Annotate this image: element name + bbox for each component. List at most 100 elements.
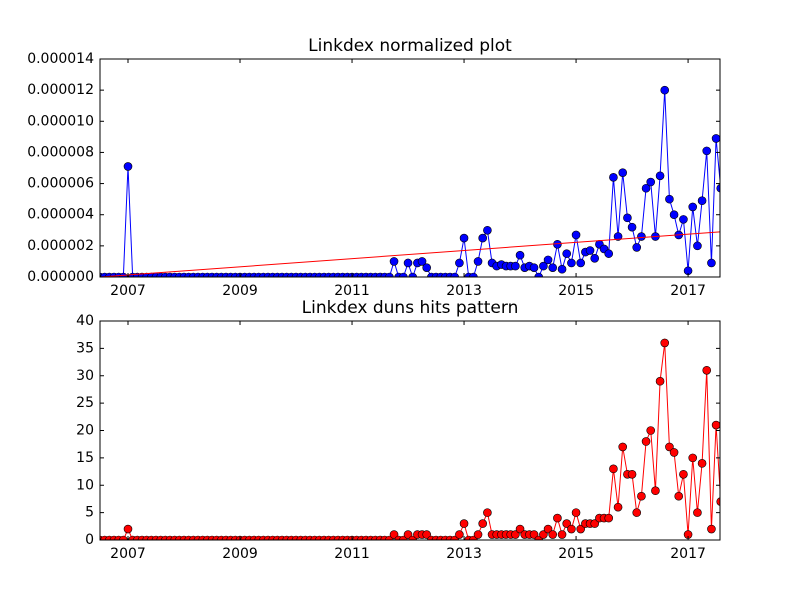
data-point: [455, 258, 464, 268]
x-tick-label: 2013: [446, 283, 482, 299]
y-tick-label: 0: [85, 532, 94, 548]
data-point: [590, 254, 600, 263]
data-point: [548, 263, 558, 272]
data-point: [543, 524, 553, 534]
data-point: [707, 258, 716, 268]
data-point: [711, 134, 720, 143]
series-line: [100, 90, 720, 277]
data-point: [669, 448, 679, 457]
data-point: [627, 469, 637, 479]
y-tick-label: 20: [76, 423, 94, 439]
y-tick-label: 0.000008: [27, 144, 94, 160]
y-tick-label: 10: [76, 477, 94, 493]
y-tick-label: 0.000012: [27, 82, 94, 98]
data-point: [459, 519, 469, 528]
data-point: [422, 263, 431, 272]
data-point: [688, 202, 698, 212]
y-tick-label: 25: [76, 395, 94, 411]
data-point: [567, 258, 576, 268]
data-point: [553, 513, 562, 523]
data-point: [483, 225, 492, 235]
data-point: [702, 146, 712, 156]
data-point: [637, 232, 646, 241]
data-point: [618, 168, 628, 177]
data-point: [646, 426, 656, 435]
data-point: [679, 469, 688, 479]
data-point: [543, 255, 553, 265]
data-point: [613, 502, 623, 512]
x-tick-label: 2017: [670, 546, 706, 562]
y-tick-label: 30: [76, 368, 94, 384]
data-point: [515, 250, 525, 260]
y-tick-label: 40: [76, 313, 94, 329]
data-point: [655, 171, 665, 181]
data-point: [665, 442, 674, 452]
y-tick-label: 15: [76, 450, 94, 466]
data-point: [571, 508, 581, 517]
data-point: [716, 497, 720, 506]
data-point: [651, 486, 660, 496]
data-point: [679, 215, 688, 224]
data-point: [385, 272, 394, 277]
data-point: [450, 272, 459, 277]
x-tick-label: 2007: [110, 283, 146, 299]
data-point: [529, 263, 539, 272]
data-point: [539, 530, 548, 539]
data-point: [473, 530, 483, 539]
data-point: [478, 519, 487, 528]
data-point: [674, 491, 684, 501]
x-tick-label: 2007: [110, 546, 146, 562]
data-point: [534, 272, 544, 277]
data-point: [688, 453, 698, 463]
x-tick-label: 2011: [334, 283, 370, 299]
data-point: [571, 230, 581, 240]
data-point: [623, 213, 632, 223]
data-point: [567, 524, 576, 534]
data-point: [539, 261, 548, 271]
data-point: [515, 524, 525, 534]
data-point: [716, 184, 720, 193]
data-point: [455, 530, 464, 539]
data-point: [697, 196, 707, 205]
data-point: [665, 194, 674, 204]
data-point: [469, 272, 478, 277]
plot-area: [100, 338, 720, 540]
data-point: [693, 241, 702, 251]
data-point: [562, 519, 572, 528]
data-point: [693, 508, 702, 517]
x-tick-label: 2013: [446, 546, 482, 562]
data-point: [660, 85, 670, 95]
data-point: [660, 338, 670, 348]
data-point: [609, 464, 618, 474]
data-point: [707, 524, 716, 534]
axes-frame: [99, 320, 721, 541]
y-tick-label: 35: [76, 340, 94, 356]
data-point: [646, 177, 656, 187]
data-point: [609, 173, 618, 182]
x-tick-label: 2011: [334, 546, 370, 562]
data-point: [389, 530, 399, 539]
data-point: [632, 243, 642, 252]
data-point: [702, 365, 712, 375]
data-point: [548, 530, 558, 539]
data-point: [655, 376, 665, 386]
y-tick-label: 0.000004: [27, 207, 94, 223]
data-point: [459, 233, 469, 243]
data-point: [576, 258, 586, 268]
data-point: [511, 530, 520, 539]
data-point: [557, 264, 567, 274]
data-point: [478, 233, 487, 243]
y-tick-label: 5: [85, 505, 94, 521]
data-point: [627, 222, 637, 232]
plot-area: [100, 85, 720, 277]
data-point: [403, 530, 413, 539]
series-line: [100, 342, 720, 540]
data-point: [403, 258, 413, 268]
chart-title: Linkdex normalized plot: [308, 36, 512, 56]
data-point: [576, 524, 586, 534]
data-point: [399, 272, 408, 277]
chart-title: Linkdex duns hits pattern: [302, 298, 519, 318]
y-tick-label: 0.000014: [27, 51, 94, 67]
x-tick-label: 2009: [222, 283, 258, 299]
